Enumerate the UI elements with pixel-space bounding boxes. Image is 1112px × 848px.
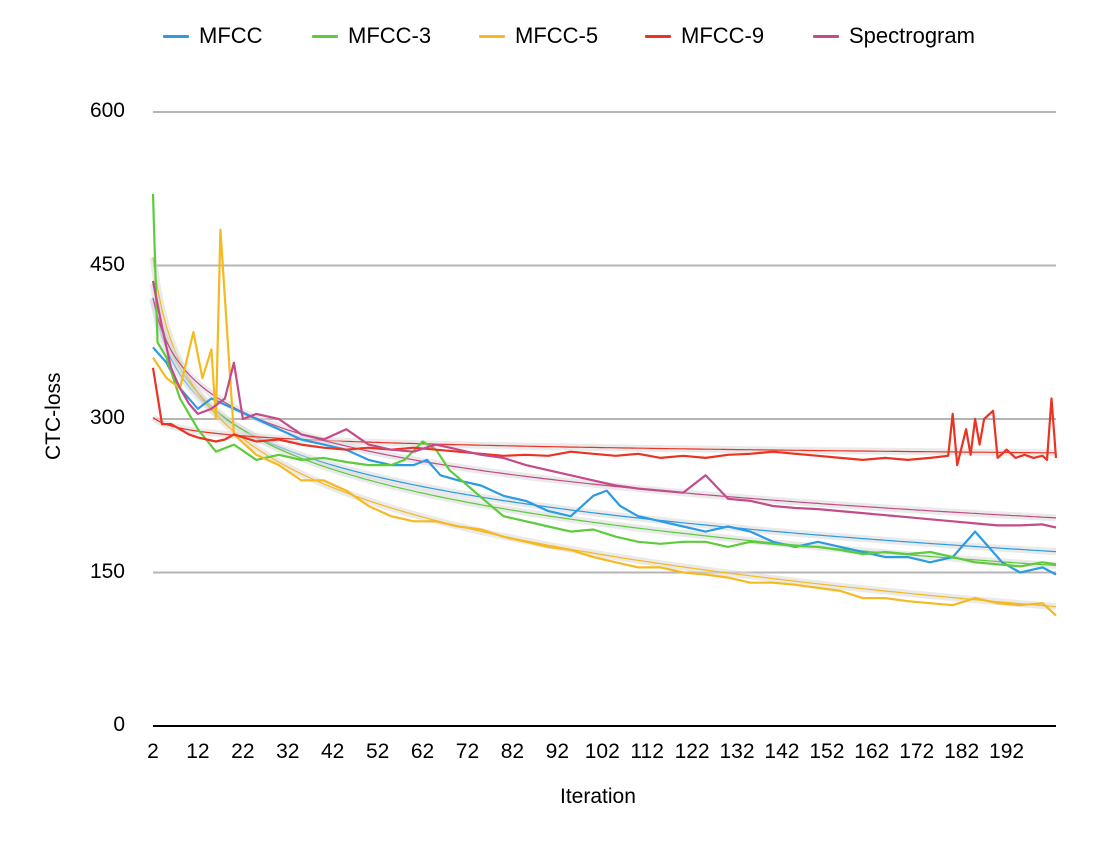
legend-label: MFCC-5: [515, 23, 599, 48]
x-tick-label: 72: [455, 740, 480, 763]
y-tick-label: 300: [89, 406, 125, 429]
legend-label: MFCC-9: [681, 23, 765, 48]
y-tick-label: 450: [89, 252, 125, 276]
legend-swatch: [312, 34, 338, 38]
y-tick-label: 150: [89, 559, 125, 583]
series-line-mfcc: [152, 346, 1057, 576]
y-tick-label: 0: [113, 713, 125, 736]
legend-item: MFCC-5: [479, 20, 598, 52]
series-lines: [151, 193, 1058, 617]
x-tick-label: 112: [630, 740, 664, 763]
series-line-mfcc-9: [151, 367, 1058, 467]
x-tick-label: 22: [231, 740, 255, 763]
y-axis-title: CTC-loss: [42, 372, 65, 461]
series-line-mfcc-3: [151, 193, 1057, 568]
legend: MFCC MFCC-3 MFCC-5 MFCC-9 Spectrogram: [0, 20, 1112, 52]
legend-swatch: [479, 34, 505, 38]
x-tick-label: 12: [186, 740, 210, 763]
trendline-spectrogram: [152, 297, 1057, 519]
legend-item: Spectrogram: [813, 20, 975, 52]
x-tick-label: 132: [719, 740, 755, 763]
x-tick-label: 92: [545, 740, 569, 763]
series-line-mfcc-5: [152, 228, 1057, 617]
x-tick-label: 102: [584, 740, 620, 763]
y-tick-label: 600: [89, 99, 125, 122]
x-tick-label: 172: [899, 740, 935, 763]
legend-swatch: [163, 34, 189, 38]
legend-swatch: [813, 34, 839, 38]
legend-label: MFCC-3: [348, 23, 432, 48]
x-tick-label: 192: [989, 740, 1025, 763]
legend-item: MFCC-3: [312, 20, 431, 52]
x-tick-label: 122: [674, 740, 710, 763]
trendline-mfcc-5: [152, 257, 1057, 608]
x-tick-label: 82: [500, 740, 525, 763]
x-tick-label: 182: [944, 740, 980, 763]
x-tick-label: 152: [809, 740, 845, 763]
x-tick-label: 142: [764, 740, 800, 763]
legend-item: MFCC-9: [645, 20, 764, 52]
x-tick-label: 32: [276, 740, 300, 763]
gridlines: [153, 111, 1056, 574]
x-tick-label: 2: [147, 740, 159, 763]
legend-label: MFCC: [199, 23, 263, 48]
x-tick-label: 52: [365, 740, 390, 763]
x-tick-label: 42: [321, 740, 345, 763]
x-tick-label: 162: [854, 740, 890, 763]
x-tick-label: 62: [410, 740, 435, 763]
legend-label: Spectrogram: [849, 23, 975, 48]
legend-item: MFCC: [163, 20, 263, 52]
series-line-spectrogram: [151, 280, 1057, 529]
x-axis-title: Iteration: [560, 785, 636, 808]
legend-swatch: [645, 34, 671, 38]
trendlines: [149, 256, 1057, 611]
